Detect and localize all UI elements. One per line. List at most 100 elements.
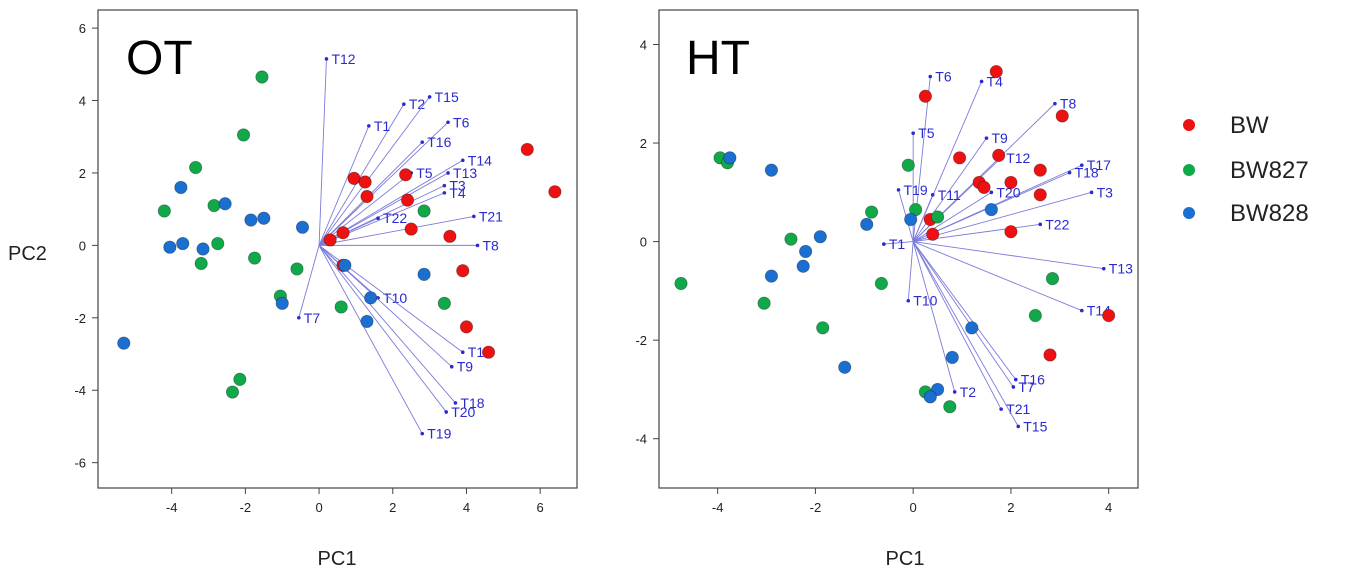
ot-point-bw bbox=[520, 142, 534, 157]
ht-loading-label-t13: T13 bbox=[1109, 261, 1133, 277]
ot-point-bw828 bbox=[176, 236, 190, 251]
ht-loading-tip-t4 bbox=[979, 79, 984, 84]
ot-loading-tip-t13 bbox=[446, 171, 450, 175]
ht-loading-label-t20: T20 bbox=[996, 184, 1020, 200]
ht-loading-line-t11 bbox=[912, 194, 934, 242]
ht-point-bw828 bbox=[945, 350, 959, 365]
ot-loading-label-t20: T20 bbox=[451, 404, 475, 420]
ot-loading-tip-t19 bbox=[420, 431, 425, 436]
ht-loading-tip-t1 bbox=[882, 242, 886, 246]
ht-point-bw bbox=[1004, 175, 1018, 190]
ot-loading-label-t2: T2 bbox=[409, 96, 426, 112]
ht-point-bw828 bbox=[764, 269, 779, 283]
ht-point-bw828 bbox=[984, 202, 998, 217]
ot-point-bw bbox=[360, 189, 374, 204]
ht-y-ticks: -4 -2 0 2 4 bbox=[635, 37, 659, 447]
ot-loading-tip-t4 bbox=[442, 191, 447, 195]
ot-loading-tip-t20 bbox=[444, 410, 448, 414]
ot-y-ticks: -6 -4 -2 0 2 4 6 bbox=[74, 21, 98, 471]
ht-loading-line-t2 bbox=[912, 241, 956, 393]
ot-loading-tip-t1 bbox=[367, 124, 371, 128]
ht-y-tick-label: 2 bbox=[640, 136, 647, 151]
ht-point-bw828 bbox=[813, 230, 827, 244]
ot-loading-tip-t3 bbox=[442, 183, 447, 188]
ot-loading-label-t8: T8 bbox=[483, 237, 500, 253]
ht-point-bw828 bbox=[764, 163, 779, 177]
ht-loading-tip-t3 bbox=[1089, 190, 1094, 195]
ht-point-bw827 bbox=[901, 158, 915, 172]
ot-point-bw bbox=[481, 345, 496, 359]
ht-point-bw bbox=[918, 89, 932, 103]
ot-loading-tip-t16 bbox=[420, 140, 425, 144]
legend-marker-bw827 bbox=[1183, 164, 1195, 176]
ht-loading-label-t3: T3 bbox=[1097, 184, 1114, 200]
ot-loading-tip-t22 bbox=[376, 216, 380, 221]
ot-x-tick-label: -2 bbox=[240, 500, 252, 515]
ht-point-bw828 bbox=[923, 390, 937, 404]
ot-point-bw827 bbox=[334, 300, 348, 314]
ht-loading-label-t18: T18 bbox=[1075, 165, 1099, 181]
ht-plot-frame bbox=[658, 9, 1139, 489]
ot-loading-tip-t14 bbox=[460, 158, 465, 163]
ht-loading-tip-t8 bbox=[1053, 101, 1057, 106]
ht-loading-line-t14 bbox=[912, 241, 1082, 312]
ot-loading-line-t12 bbox=[318, 58, 327, 246]
ht-loading-label-t19: T19 bbox=[904, 182, 928, 198]
ht-x-tick-label: -4 bbox=[712, 500, 724, 515]
ht-loading-label-t21: T21 bbox=[1006, 401, 1030, 417]
ht-loading-tip-t20 bbox=[989, 190, 994, 195]
ot-point-bw828 bbox=[364, 291, 378, 305]
ht-x-tick-label: -2 bbox=[810, 500, 822, 515]
ht-loading-tip-t19 bbox=[896, 188, 901, 192]
ot-point-bw827 bbox=[207, 198, 221, 213]
ot-point-bw828 bbox=[117, 336, 131, 350]
ht-loading-tip-t16 bbox=[1014, 377, 1018, 382]
ot-y-tick-label: 0 bbox=[79, 238, 86, 253]
ht-loading-line-t15 bbox=[912, 241, 1019, 427]
ot-loading-tip-t15 bbox=[427, 95, 432, 99]
ot-point-bw828 bbox=[417, 267, 431, 281]
ht-point-bw828 bbox=[838, 360, 852, 374]
ht-y-tick-label: 0 bbox=[640, 235, 647, 250]
ht-y-tick-label: 4 bbox=[640, 37, 647, 52]
ht-point-bw bbox=[977, 180, 991, 195]
ot-loading-label-t1: T1 bbox=[374, 118, 391, 134]
ht-point-bw827 bbox=[1045, 271, 1060, 286]
ht-x-tick-label: 2 bbox=[1007, 500, 1014, 515]
ot-loading-tip-t8 bbox=[475, 243, 480, 248]
ot-point-bw827 bbox=[290, 262, 304, 276]
ot-loading-tip-t7 bbox=[297, 316, 301, 320]
ht-point-bw bbox=[926, 227, 940, 241]
ht-loading-tip-t11 bbox=[930, 192, 935, 197]
ht-loading-tip-t15 bbox=[1016, 424, 1021, 429]
ht-loading-tip-t7 bbox=[1011, 385, 1016, 389]
ot-loading-label-t4: T4 bbox=[449, 185, 466, 201]
ht-panel-title: HT bbox=[686, 32, 750, 85]
ht-loading-line-t20 bbox=[912, 191, 992, 242]
ht-loading-tip-t10 bbox=[906, 298, 911, 303]
ht-point-bw827 bbox=[943, 400, 957, 414]
ht-point-bw828 bbox=[904, 212, 918, 227]
ht-loading-label-t16: T16 bbox=[1021, 372, 1045, 388]
ht-loading-label-t12: T12 bbox=[1006, 150, 1030, 166]
ot-point-bw827 bbox=[417, 204, 431, 218]
ot-point-bw828 bbox=[174, 180, 188, 195]
ot-x-axis-label: PC1 bbox=[318, 548, 357, 570]
ht-point-bw827 bbox=[1028, 308, 1042, 323]
ht-loading-tip-t5 bbox=[911, 131, 915, 135]
ot-loading-line-t1 bbox=[318, 125, 370, 246]
ot-loading-tip-t12 bbox=[324, 57, 329, 61]
ht-point-bw bbox=[1033, 188, 1047, 202]
ht-loading-tip-t18 bbox=[1067, 170, 1072, 175]
ot-loading-line-t21 bbox=[318, 215, 474, 246]
ht-loading-tip-t6 bbox=[928, 74, 933, 79]
ot-x-tick-label: -4 bbox=[166, 500, 178, 515]
ot-point-bw828 bbox=[218, 197, 232, 211]
ht-loading-label-t9: T9 bbox=[991, 130, 1008, 146]
ht-point-bw bbox=[992, 148, 1006, 162]
ht-loading-label-t4: T4 bbox=[987, 73, 1004, 89]
ot-loading-line-t20 bbox=[318, 245, 447, 413]
legend: BW BW827 BW828 bbox=[1183, 112, 1309, 227]
ot-x-ticks: -4 -2 0 2 4 6 bbox=[166, 488, 544, 515]
